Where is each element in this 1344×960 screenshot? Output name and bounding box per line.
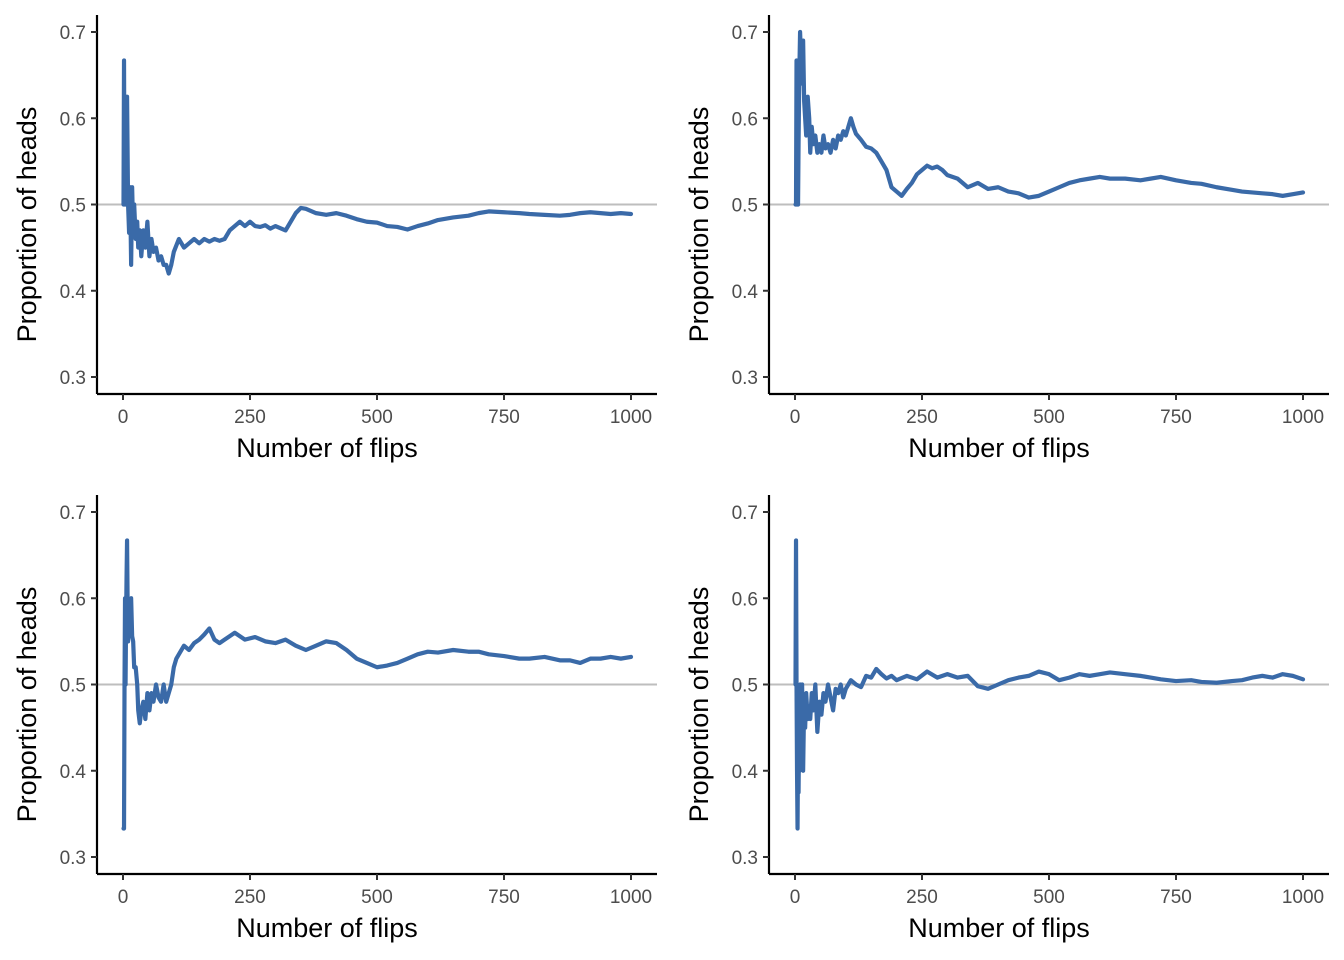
y-tick-label: 0.5 [732,676,758,697]
y-axis-title: Proportion of heads [12,587,42,823]
y-tick-label: 0.3 [732,368,758,389]
y-tick-label: 0.5 [60,196,86,217]
x-tick-label: 500 [361,407,393,428]
x-tick-label: 0 [790,407,801,428]
y-tick-label: 0.4 [732,282,759,303]
x-tick-label: 250 [234,887,266,908]
y-tick-label: 0.6 [732,589,758,610]
series-line [793,538,1306,831]
y-axis-title: Proportion of heads [684,587,714,823]
y-tick-label: 0.7 [732,503,758,524]
y-tick-label: 0.7 [732,23,758,44]
x-axis-title: Number of flips [908,913,1090,943]
y-tick-label: 0.7 [60,503,86,524]
x-tick-label: 1000 [1282,887,1324,908]
x-tick-label: 0 [118,887,129,908]
x-tick-label: 750 [488,887,520,908]
x-tick-label: 1000 [610,887,652,908]
x-tick-label: 250 [906,887,938,908]
y-tick-label: 0.4 [60,282,87,303]
x-tick-label: 1000 [1282,407,1324,428]
y-tick-label: 0.3 [732,848,758,869]
y-tick-label: 0.5 [732,196,758,217]
x-tick-label: 750 [1160,407,1192,428]
x-tick-label: 1000 [610,407,652,428]
y-tick-label: 0.7 [60,23,86,44]
y-tick-label: 0.4 [60,762,87,783]
x-axis-title: Number of flips [908,433,1090,463]
series-line [121,538,634,831]
x-axis-title: Number of flips [236,913,418,943]
y-tick-label: 0.6 [732,109,758,130]
panel-top-right: 0.3 0.4 0.5 0.6 0.7 0 250 500 750 1000 Number of f… [684,15,1329,463]
y-tick-label: 0.6 [60,589,86,610]
x-tick-label: 750 [488,407,520,428]
x-tick-label: 500 [361,887,393,908]
x-tick-label: 0 [790,887,801,908]
series-line [121,58,634,276]
y-tick-label: 0.3 [60,368,86,389]
y-tick-label: 0.5 [60,676,86,697]
series-line [793,29,1306,207]
x-axis-title: Number of flips [236,433,418,463]
y-tick-label: 0.4 [732,762,759,783]
x-tick-label: 250 [234,407,266,428]
panel-bottom-left: 0.3 0.4 0.5 0.6 0.7 0 250 500 750 1000 Number of f… [12,495,657,943]
x-tick-label: 500 [1033,887,1065,908]
y-tick-label: 0.6 [60,109,86,130]
panel-bottom-right: 0.3 0.4 0.5 0.6 0.7 0 250 500 750 1000 Number of f… [684,495,1329,943]
x-tick-label: 250 [906,407,938,428]
panel-top-left: 0.3 0.4 0.5 0.6 0.7 0 250 500 750 1000 Number of f… [12,15,657,463]
y-axis-title: Proportion of heads [12,107,42,343]
y-axis-title: Proportion of heads [684,107,714,343]
x-tick-label: 500 [1033,407,1065,428]
x-tick-label: 0 [118,407,129,428]
y-tick-label: 0.3 [60,848,86,869]
x-tick-label: 750 [1160,887,1192,908]
